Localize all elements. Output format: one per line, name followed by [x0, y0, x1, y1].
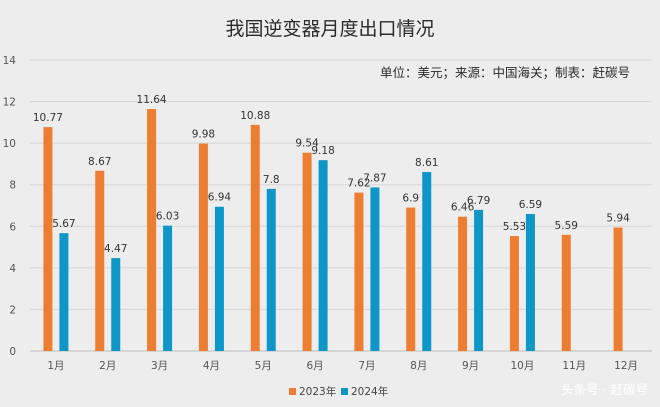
- x-tick-label: 7月: [358, 360, 375, 372]
- watermark: 头条号 · 赶碳号: [561, 382, 648, 397]
- y-tick-label: 12: [3, 97, 16, 109]
- bar-2024年: [59, 233, 69, 351]
- y-tick-label: 14: [3, 55, 17, 67]
- bar-2023年: [561, 234, 571, 351]
- bar-2024年: [111, 258, 121, 351]
- data-label: 9.98: [192, 129, 215, 141]
- grid-lines: [30, 59, 652, 352]
- x-tick-label: 10月: [510, 360, 534, 372]
- bar-2023年: [43, 127, 53, 352]
- data-label: 9.54: [295, 138, 319, 150]
- legend-swatch: [289, 388, 296, 395]
- data-label: 9.18: [311, 145, 334, 157]
- data-label: 4.47: [104, 243, 127, 255]
- y-axis-ticks: 0 2 4 6 8 10 12 14: [3, 55, 17, 358]
- y-tick-label: 2: [9, 304, 16, 316]
- x-tick-label: 4月: [203, 360, 220, 372]
- chart-title: 我国逆变器月度出口情况: [225, 18, 434, 40]
- data-label: 5.67: [52, 218, 75, 230]
- bar-2024年: [525, 214, 535, 351]
- bar-2023年: [509, 236, 519, 351]
- x-tick-label: 6月: [306, 360, 323, 372]
- bar-2024年: [214, 206, 224, 351]
- x-tick-label: 9月: [462, 360, 479, 372]
- x-tick-label: 8月: [410, 360, 427, 372]
- bar-2023年: [406, 207, 416, 351]
- data-label: 5.94: [606, 213, 630, 225]
- x-tick-label: 12月: [614, 360, 638, 372]
- data-label: 6.94: [208, 192, 232, 204]
- bar-2024年: [370, 187, 380, 351]
- data-label: 6.79: [467, 195, 490, 207]
- data-label: 10.77: [33, 112, 63, 124]
- bar-2024年: [422, 172, 432, 351]
- x-axis-ticks: 1月 2月 3月 4月 5月 6月 7月 8月 9月 10月 11月 12月: [47, 360, 638, 372]
- data-label: 7.8: [263, 174, 280, 186]
- legend-label: 2023年: [299, 385, 336, 398]
- y-tick-label: 4: [9, 263, 16, 275]
- data-label: 6.03: [156, 211, 179, 223]
- bar-2024年: [318, 160, 328, 351]
- chart-note: 单位：美元；来源：中国海关；制表：赶碳号: [380, 65, 630, 80]
- bar-2023年: [250, 124, 260, 351]
- data-label: 6.46: [451, 202, 475, 214]
- bar-2023年: [302, 152, 312, 351]
- data-label: 10.88: [240, 110, 270, 122]
- bar-2023年: [198, 143, 208, 351]
- data-label: 11.64: [137, 94, 167, 106]
- data-label: 8.61: [415, 157, 438, 169]
- x-tick-label: 11月: [562, 360, 586, 372]
- bar-2023年: [354, 192, 364, 351]
- bar-2023年: [458, 216, 468, 351]
- data-label: 5.59: [555, 220, 578, 232]
- bar-2024年: [266, 188, 276, 351]
- bars: [43, 109, 623, 352]
- data-label: 7.87: [363, 172, 386, 184]
- data-label: 6.9: [402, 193, 419, 205]
- data-label: 5.53: [503, 221, 526, 233]
- legend-label: 2024年: [351, 385, 388, 398]
- bar-2024年: [163, 225, 173, 351]
- bar-2023年: [95, 170, 105, 351]
- legend: 2023年 2024年: [289, 385, 388, 398]
- bar-2023年: [147, 109, 157, 351]
- legend-swatch: [341, 388, 348, 395]
- bar-2024年: [474, 209, 484, 351]
- data-label: 8.67: [88, 156, 111, 168]
- data-label: 7.62: [347, 178, 370, 190]
- data-labels: 10.77 5.67 8.67 4.47 11.64 6.03 9.98 6.94 10.88 7…: [33, 94, 630, 255]
- y-tick-label: 8: [9, 180, 16, 192]
- data-label: 6.59: [519, 199, 542, 211]
- bar-2023年: [613, 227, 623, 351]
- y-tick-label: 10: [3, 138, 16, 150]
- y-tick-label: 0: [9, 346, 16, 358]
- x-tick-label: 5月: [255, 360, 272, 372]
- x-tick-label: 2月: [99, 360, 116, 372]
- x-tick-label: 3月: [151, 360, 168, 372]
- x-tick-label: 1月: [47, 360, 64, 372]
- y-tick-label: 6: [9, 221, 16, 233]
